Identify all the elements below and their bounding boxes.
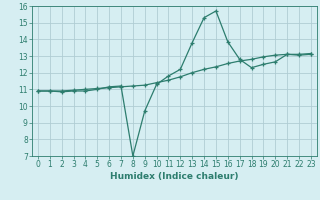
X-axis label: Humidex (Indice chaleur): Humidex (Indice chaleur) (110, 172, 239, 181)
